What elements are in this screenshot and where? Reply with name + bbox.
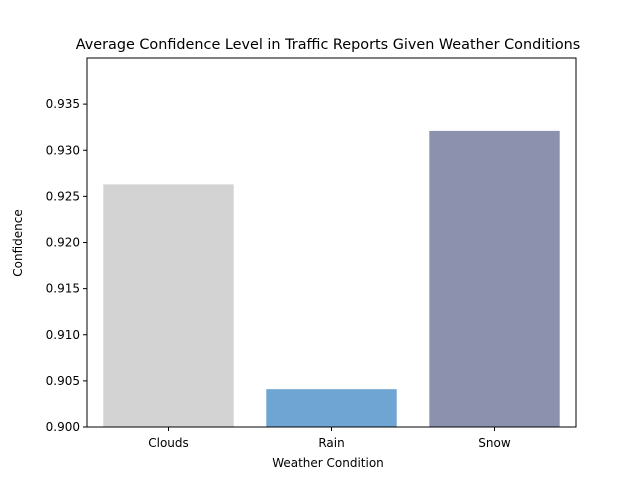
bar-snow: [429, 130, 560, 427]
x-axis-ticks: Clouds Rain Snow: [148, 427, 511, 450]
bar-rain: [266, 389, 397, 427]
x-tick-label: Snow: [478, 436, 511, 450]
y-tick-label: 0.905: [46, 374, 80, 388]
y-tick-label: 0.925: [46, 189, 80, 203]
y-tick-label: 0.900: [46, 420, 80, 434]
y-tick-label: 0.910: [46, 328, 80, 342]
y-tick-label: 0.920: [46, 236, 80, 250]
y-tick-label: 0.930: [46, 143, 80, 157]
x-axis-label: Weather Condition: [272, 456, 384, 470]
bar-clouds: [103, 184, 234, 427]
plot-frame: [86, 57, 577, 428]
y-axis-label: Confidence: [11, 209, 25, 276]
y-tick-label: 0.915: [46, 282, 80, 296]
x-tick-label: Clouds: [148, 436, 189, 450]
x-tick-label: Rain: [318, 436, 344, 450]
chart-title: Average Confidence Level in Traffic Repo…: [76, 37, 581, 53]
bars-group: [103, 130, 560, 427]
y-axis-ticks: 0.900 0.905 0.910 0.915 0.920 0.925 0.930 0.935: [46, 97, 87, 434]
y-tick-label: 0.935: [46, 97, 80, 111]
